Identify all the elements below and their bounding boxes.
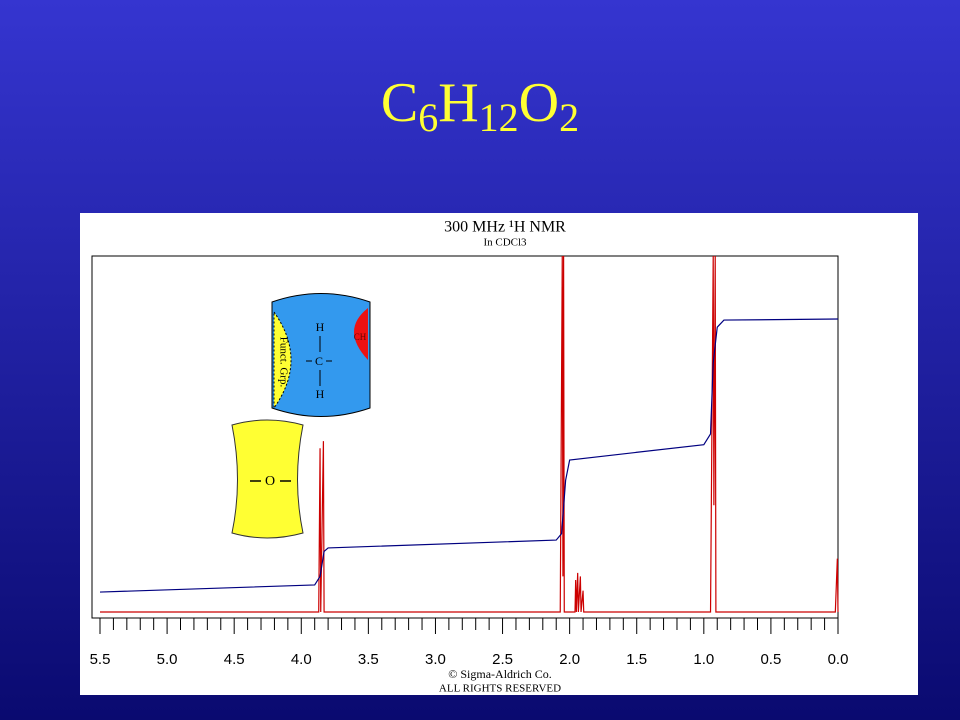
annotation: H — [316, 320, 325, 334]
x-tick-label: 2.5 — [492, 651, 513, 668]
x-tick-label: 3.0 — [425, 651, 446, 668]
fragment-shape — [271, 293, 371, 417]
x-tick-label: 1.0 — [693, 651, 714, 668]
chart-subtitle: In CDCl3 — [483, 237, 527, 249]
plot: 5.5 5.0 4.5 4.0 3.5 3.0 2.5 2.0 1.5 1.0 0.5 0.0 — [90, 255, 849, 668]
fragment-inset: Funct. Grp. H C H CH — [271, 293, 371, 417]
x-tick-label: 0.0 — [828, 651, 849, 668]
functional-group — [273, 310, 292, 410]
annotation: C — [315, 354, 323, 368]
x-tick-label: 0.5 — [760, 651, 781, 668]
x-tick-label: 3.5 — [358, 651, 379, 668]
ch-group — [354, 308, 368, 360]
oxygen-inset: O — [231, 419, 304, 539]
x-tick-label: 2.0 — [559, 651, 580, 668]
oxygen-shape — [231, 419, 304, 539]
annotation: CH — [354, 332, 367, 342]
credit: © Sigma-Aldrich Co. — [448, 667, 551, 681]
chart-title: 300 MHz ¹H NMR — [444, 219, 566, 236]
x-tick-label: 5.5 — [90, 651, 111, 668]
integral-line — [99, 318, 839, 593]
annotation: Funct. Grp. — [277, 337, 289, 388]
annotation: H — [316, 387, 325, 401]
x-tick-label: 1.5 — [626, 651, 647, 668]
plot-frame — [91, 255, 839, 619]
credit: ALL RIGHTS RESERVED — [439, 683, 561, 695]
slide-title: C6H12O2 — [381, 72, 579, 140]
annotation: O — [265, 474, 275, 489]
x-tick-label: 4.5 — [224, 651, 245, 668]
spectrum-panel — [80, 213, 918, 695]
spectrum-line — [100, 255, 839, 613]
x-tick-label: 4.0 — [291, 651, 312, 668]
x-tick-label: 5.0 — [157, 651, 178, 668]
